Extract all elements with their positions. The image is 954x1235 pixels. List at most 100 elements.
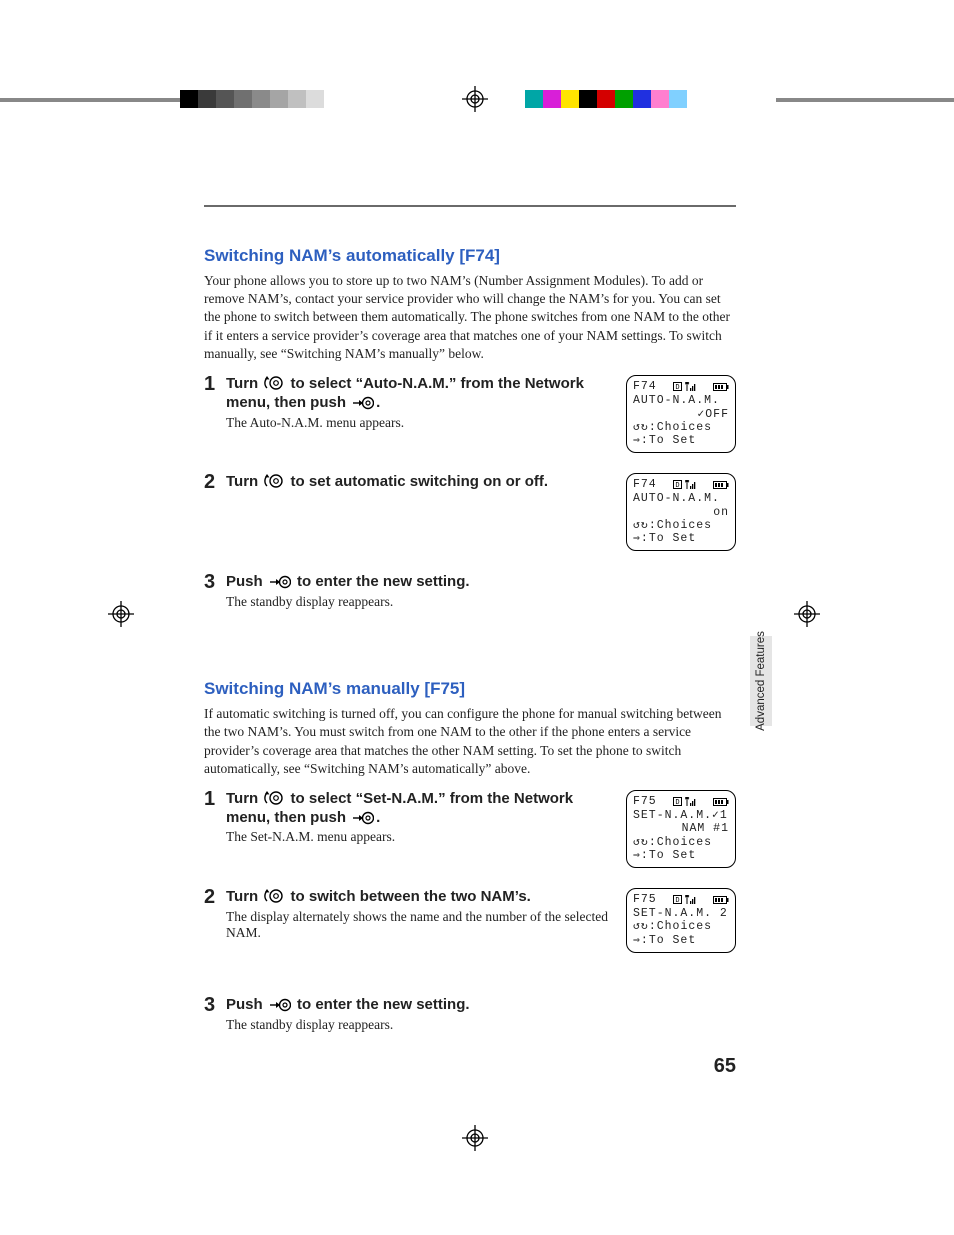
battery-icon [713, 798, 729, 806]
step-desc: The Set-N.A.M. menu appears. [226, 829, 616, 845]
registration-mark-left [108, 601, 134, 632]
jog-dial-push-icon [269, 575, 291, 589]
signal-icon [685, 382, 696, 391]
lcd-line: ✓OFF [633, 408, 729, 421]
crop-bar-left [0, 98, 180, 102]
jog-dial-turn-icon [264, 473, 284, 489]
swatch [252, 90, 270, 108]
step-title: Turn to select “Auto-N.A.M.” from the Ne… [226, 375, 616, 413]
lcd-line: ↺↻:Choices [633, 421, 712, 434]
step-title: Push to enter the new setting. [226, 573, 616, 592]
swatch [579, 90, 597, 108]
step-number: 2 [204, 471, 215, 494]
phone-screen: F75 D SET-N.A.M.✓1 NAM #1↺↻:Choices ⇒:To S… [626, 790, 736, 868]
color-swatches [525, 90, 687, 108]
registration-mark-bottom [462, 1125, 488, 1156]
signal-icon [685, 480, 696, 489]
step-title: Push to enter the new setting. [226, 996, 616, 1015]
lcd-line: ⇒:To Set [633, 934, 696, 947]
step: 2 Turn to switch between the two NAM’s. Th… [204, 888, 736, 978]
signal-icon [685, 797, 696, 806]
swatch [324, 90, 342, 108]
section-heading-f74: Switching NAM’s automatically [F74] [204, 246, 736, 266]
battery-icon [713, 383, 729, 391]
lcd-line: ↺↻:Choices [633, 920, 712, 933]
jog-dial-turn-icon [264, 790, 284, 806]
print-registration-strip [0, 90, 954, 118]
lcd-line: ↺↻:Choices [633, 519, 712, 532]
swatch [306, 90, 324, 108]
step: 1 Turn to select “Auto-N.A.M.” from the N… [204, 375, 736, 455]
section-intro-f74: Your phone allows you to store up to two… [204, 272, 736, 363]
digital-indicator-icon: D [673, 797, 682, 806]
steps-f74: 1 Turn to select “Auto-N.A.M.” from the N… [204, 375, 736, 643]
section-tab: Advanced Features [750, 636, 772, 726]
battery-icon [713, 481, 729, 489]
lcd-line: AUTO-N.A.M. [633, 492, 720, 505]
svg-text:D: D [676, 482, 680, 489]
lcd-line: ↺↻:Choices [633, 836, 712, 849]
step-number: 3 [204, 994, 215, 1017]
content: Switching NAM’s automatically [F74] Your… [204, 210, 736, 1084]
lcd-line: on [633, 506, 729, 519]
step-desc: The display alternately shows the name a… [226, 909, 616, 941]
section-intro-f75: If automatic switching is turned off, yo… [204, 705, 736, 778]
swatch [597, 90, 615, 108]
digital-indicator-icon: D [673, 895, 682, 904]
step-desc: The standby display reappears. [226, 594, 616, 610]
swatch [525, 90, 543, 108]
swatch [669, 90, 687, 108]
step: 1 Turn to select “Set-N.A.M.” from the Ne… [204, 790, 736, 870]
lcd-line: ⇒:To Set [633, 849, 696, 862]
battery-icon [713, 896, 729, 904]
svg-text:D: D [676, 799, 680, 806]
step-title: Turn to set automatic switching on or of… [226, 473, 616, 492]
step: 2 Turn to set automatic switching on or o… [204, 473, 736, 555]
jog-dial-turn-icon [264, 375, 284, 391]
lcd-fcode: F74 [633, 478, 657, 491]
lcd-line: SET-N.A.M.✓1 [633, 809, 728, 822]
swatch [198, 90, 216, 108]
digital-indicator-icon: D [673, 480, 682, 489]
lcd-line: AUTO-N.A.M. [633, 394, 720, 407]
swatch [234, 90, 252, 108]
swatch [615, 90, 633, 108]
jog-dial-push-icon [352, 396, 374, 410]
jog-dial-push-icon [269, 998, 291, 1012]
step-number: 3 [204, 571, 215, 594]
phone-screen: F74DAUTO-N.A.M. on↺↻:Choices ⇒:To Set [626, 473, 736, 551]
step: 3 Push to enter the new setting. The stand… [204, 573, 736, 643]
step-title: Turn to switch between the two NAM’s. [226, 888, 616, 907]
section-tab-label: Advanced Features [755, 631, 767, 731]
digital-indicator-icon: D [673, 382, 682, 391]
signal-icon [685, 895, 696, 904]
phone-screen: F75DSET-N.A.M. 2 ↺↻:Choices ⇒:To Set [626, 888, 736, 953]
swatch [216, 90, 234, 108]
swatch [633, 90, 651, 108]
lcd-fcode: F75 [633, 795, 657, 808]
step-desc: The standby display reappears. [226, 1017, 616, 1033]
registration-mark-right [794, 601, 820, 632]
swatch [180, 90, 198, 108]
page-number: 65 [714, 1055, 736, 1078]
step-number: 1 [204, 373, 215, 396]
step-title: Turn to select “Set-N.A.M.” from the Net… [226, 790, 616, 828]
crop-bar-right [776, 98, 954, 102]
swatch [270, 90, 288, 108]
jog-dial-push-icon [352, 811, 374, 825]
svg-text:D: D [676, 384, 680, 391]
lcd-line: ⇒:To Set [633, 434, 696, 447]
section-heading-f75: Switching NAM’s manually [F75] [204, 679, 736, 699]
step-number: 2 [204, 886, 215, 909]
step-number: 1 [204, 788, 215, 811]
swatch [288, 90, 306, 108]
step-desc: The Auto-N.A.M. menu appears. [226, 415, 616, 431]
svg-text:D: D [676, 897, 680, 904]
swatch [543, 90, 561, 108]
top-rule [204, 205, 736, 207]
lcd-line: SET-N.A.M. 2 [633, 907, 728, 920]
phone-screen: F74DAUTO-N.A.M. ✓OFF↺↻:Choices ⇒:To Set [626, 375, 736, 453]
lcd-line: NAM #1 [633, 822, 729, 835]
step: 3 Push to enter the new setting. The stand… [204, 996, 736, 1066]
swatch [561, 90, 579, 108]
